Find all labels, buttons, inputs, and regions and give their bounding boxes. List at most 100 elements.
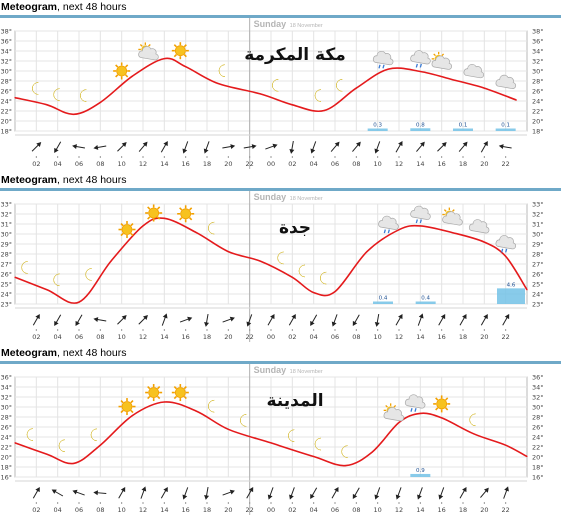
y-tick-label-left: 26° bbox=[0, 271, 12, 279]
sun-icon bbox=[118, 398, 136, 416]
y-tick-label-right: 24° bbox=[532, 291, 544, 299]
wind-arrow-icon bbox=[246, 486, 254, 499]
temperature-point bbox=[366, 251, 368, 253]
temperature-point bbox=[259, 93, 261, 95]
rain-drop bbox=[387, 229, 390, 234]
x-tick-label: 12 bbox=[139, 333, 147, 341]
arrow-head bbox=[417, 494, 422, 500]
y-tick-label-right: 32° bbox=[532, 211, 544, 219]
x-tick-label: 22 bbox=[502, 506, 510, 514]
x-tick-label: 08 bbox=[352, 333, 360, 341]
temperature-point bbox=[483, 87, 485, 89]
y-tick-label-left: 24° bbox=[0, 291, 12, 299]
precip-bar bbox=[410, 128, 431, 131]
x-tick-label: 20 bbox=[224, 333, 232, 341]
rain-drop bbox=[414, 407, 417, 412]
arrow-head bbox=[310, 148, 316, 154]
rain-drop bbox=[419, 219, 422, 224]
wind-arrow-icon bbox=[75, 314, 83, 327]
x-tick-label: 08 bbox=[96, 160, 104, 168]
rain-cloud-icon bbox=[410, 50, 431, 68]
rain-cloud-icon bbox=[410, 205, 431, 224]
x-tick-label: 04 bbox=[310, 333, 318, 341]
x-tick-label: 00 bbox=[267, 160, 275, 168]
y-tick-label-left: 34° bbox=[0, 384, 12, 392]
precip-bar bbox=[453, 128, 473, 131]
x-tick-label: 22 bbox=[246, 506, 254, 514]
y-tick-label-right: 20° bbox=[532, 118, 544, 126]
meteogram-chart: Sunday 18 November 16° 16° 18° 18° 20° 20° 22° 22… bbox=[0, 364, 544, 515]
sun-cloud-icon bbox=[442, 207, 463, 226]
arrow-head bbox=[310, 493, 315, 500]
y-tick-label-right: 26° bbox=[532, 271, 544, 279]
y-tick-label-left: 25° bbox=[0, 281, 12, 289]
sun-disc bbox=[174, 387, 186, 398]
wind-arrow-icon bbox=[267, 313, 275, 326]
x-tick-label: 06 bbox=[331, 506, 339, 514]
x-tick-label: 18 bbox=[203, 506, 211, 514]
sun-ray bbox=[130, 409, 134, 414]
wind-arrow-icon bbox=[352, 314, 360, 327]
wind-arrow-icon bbox=[502, 313, 510, 326]
y-tick-label-right: 20° bbox=[532, 454, 544, 462]
moon-icon bbox=[272, 79, 279, 92]
header-rule bbox=[0, 361, 561, 364]
sun-ray bbox=[183, 385, 187, 390]
sun-cloud-icon bbox=[431, 51, 453, 70]
y-tick-label-right: 32° bbox=[532, 394, 544, 402]
y-tick-label-left: 26° bbox=[0, 424, 12, 432]
y-tick-label-left: 38° bbox=[0, 28, 12, 36]
arrow-head bbox=[483, 313, 488, 320]
x-tick-label: 08 bbox=[352, 506, 360, 514]
header-rule bbox=[0, 188, 561, 191]
arrow-head bbox=[334, 486, 339, 493]
x-tick-label: 22 bbox=[502, 160, 510, 168]
arrow-head bbox=[35, 313, 40, 320]
x-tick-label: 06 bbox=[75, 506, 83, 514]
wind-arrow-icon bbox=[310, 314, 318, 327]
temperature-point bbox=[515, 99, 517, 101]
y-tick-label-left: 28° bbox=[0, 78, 12, 86]
x-tick-label: 16 bbox=[182, 333, 190, 341]
sun-ray bbox=[124, 74, 129, 78]
y-tick-label-left: 32° bbox=[0, 58, 12, 66]
x-tick-label: 10 bbox=[118, 333, 126, 341]
sun-ray bbox=[173, 44, 178, 48]
sun-ray bbox=[435, 407, 439, 411]
arrow-head bbox=[142, 141, 148, 147]
x-tick-label: 08 bbox=[96, 333, 104, 341]
sun-ray bbox=[393, 404, 397, 408]
arrow-head bbox=[504, 313, 510, 320]
x-tick-label: 12 bbox=[395, 333, 403, 341]
wind-arrow-icon bbox=[117, 315, 127, 325]
wind-arrow-icon bbox=[93, 490, 107, 496]
temperature-point bbox=[441, 417, 443, 419]
meteogram-chart: Sunday 18 November 23° 23° 24° 24° 25° 25° 26° 26… bbox=[0, 191, 544, 342]
x-tick-label: 22 bbox=[502, 333, 510, 341]
arrow-head bbox=[418, 313, 424, 319]
y-tick-label-left: 30° bbox=[0, 68, 12, 76]
sun-icon bbox=[145, 384, 163, 402]
rain-drop bbox=[415, 63, 418, 68]
x-tick-label: 06 bbox=[75, 160, 83, 168]
arrow-head bbox=[121, 142, 127, 147]
sun-ray bbox=[444, 397, 449, 401]
x-tick-label: 06 bbox=[75, 333, 83, 341]
wind-arrow-icon bbox=[498, 144, 512, 150]
moon-icon bbox=[320, 271, 327, 285]
cloud-shape bbox=[495, 74, 517, 89]
arrow-head bbox=[440, 313, 446, 320]
meteogram-panel-mecca: Meteogram, next 48 hours Sunday 18 Novemb… bbox=[0, 0, 561, 173]
sun-cloud-icon bbox=[383, 403, 405, 422]
temperature-point bbox=[185, 66, 187, 68]
temperature-point bbox=[419, 70, 421, 73]
precip-bar bbox=[415, 301, 436, 304]
x-tick-label: 22 bbox=[246, 333, 254, 341]
wind-arrow-icon bbox=[374, 141, 381, 154]
x-tick-label: 16 bbox=[182, 160, 190, 168]
day-label: Sunday bbox=[254, 19, 287, 29]
temperature-point bbox=[142, 225, 144, 227]
temperature-point bbox=[46, 104, 48, 106]
plot-area bbox=[14, 376, 528, 478]
sun-disc bbox=[174, 45, 186, 57]
